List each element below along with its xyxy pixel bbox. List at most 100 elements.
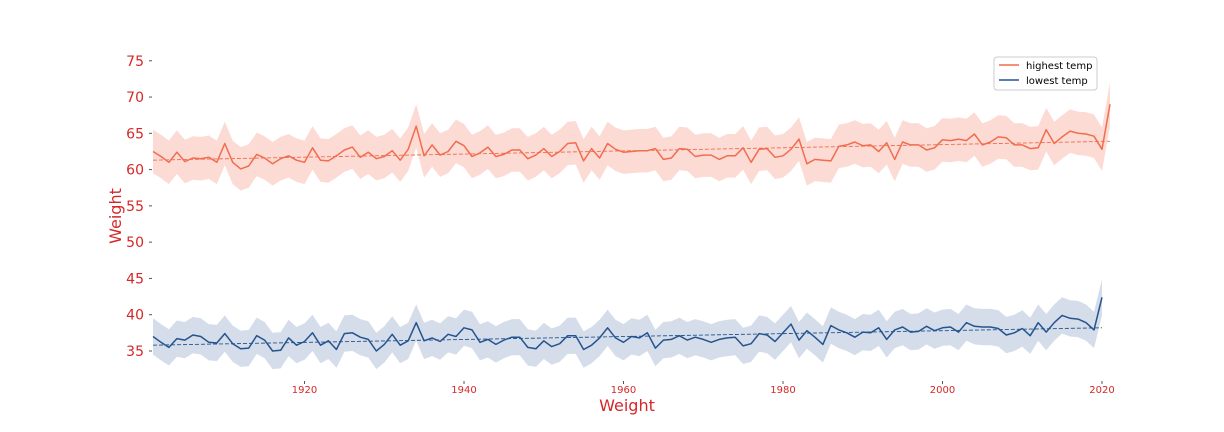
point-lowest-temp-1990	[862, 331, 864, 333]
point-highest-temp-1924	[336, 155, 338, 157]
point-lowest-temp-1906	[192, 334, 194, 336]
series-lines	[152, 104, 1111, 352]
point-lowest-temp-1939	[455, 336, 457, 338]
point-highest-temp-1947	[519, 149, 521, 151]
point-lowest-temp-1940	[463, 327, 465, 329]
point-lowest-temp-1924	[336, 349, 338, 351]
point-highest-temp-1915	[264, 157, 266, 159]
point-highest-temp-1977	[758, 149, 760, 151]
point-lowest-temp-1904	[176, 338, 178, 340]
point-lowest-temp-1995	[902, 326, 904, 328]
point-highest-temp-1941	[471, 156, 473, 158]
point-lowest-temp-1932	[399, 344, 401, 346]
point-lowest-temp-2020	[1101, 297, 1103, 299]
point-lowest-temp-1952	[559, 343, 561, 345]
point-lowest-temp-2019	[1093, 329, 1095, 331]
point-highest-temp-1957	[599, 157, 601, 159]
point-lowest-temp-2000	[942, 327, 944, 329]
point-highest-temp-2007	[998, 136, 1000, 138]
trend-line-lowest-temp	[152, 327, 1103, 346]
point-highest-temp-1943	[487, 146, 489, 148]
point-lowest-temp-1914	[256, 335, 258, 337]
point-highest-temp-1986	[830, 160, 832, 162]
point-lowest-temp-1996	[910, 331, 912, 333]
point-lowest-temp-2012	[1037, 322, 1039, 324]
point-lowest-temp-1976	[750, 343, 752, 345]
point-lowest-temp-2002	[958, 331, 960, 333]
point-highest-temp-1904	[176, 151, 178, 153]
point-highest-temp-1963	[647, 150, 649, 152]
point-lowest-temp-1989	[854, 336, 856, 338]
point-highest-temp-1937	[439, 154, 441, 156]
point-highest-temp-2015	[1061, 136, 1063, 138]
point-lowest-temp-1994	[894, 329, 896, 331]
point-highest-temp-1932	[399, 159, 401, 161]
point-lowest-temp-1979	[774, 341, 776, 343]
point-highest-temp-1911	[232, 162, 234, 164]
x-tick-label-2020: 2020	[1089, 385, 1114, 396]
point-lowest-temp-1999	[934, 330, 936, 332]
point-highest-temp-1971	[710, 154, 712, 156]
point-highest-temp-1930	[384, 156, 386, 158]
point-highest-temp-1917	[280, 158, 282, 160]
point-lowest-temp-1928	[368, 339, 370, 341]
point-lowest-temp-1913	[248, 347, 250, 349]
point-highest-temp-1997	[918, 144, 920, 146]
point-lowest-temp-1985	[822, 344, 824, 346]
point-lowest-temp-1958	[607, 327, 609, 329]
confidence-bands	[153, 82, 1110, 370]
point-highest-temp-1956	[591, 148, 593, 150]
point-highest-temp-1902	[160, 156, 162, 158]
point-highest-temp-1939	[455, 141, 457, 143]
y-tick-label-35: 35	[126, 344, 144, 360]
point-lowest-temp-1977	[758, 333, 760, 335]
y-tick-label-75: 75	[126, 54, 144, 70]
point-highest-temp-1925	[344, 149, 346, 151]
point-highest-temp-1978	[766, 148, 768, 150]
point-lowest-temp-1970	[703, 339, 705, 341]
point-lowest-temp-1965	[663, 339, 665, 341]
legend: highest temp lowest temp	[993, 56, 1098, 91]
point-highest-temp-2012	[1037, 147, 1039, 149]
point-lowest-temp-1929	[376, 350, 378, 352]
point-lowest-temp-2017	[1077, 318, 1079, 320]
point-highest-temp-1948	[527, 158, 529, 160]
point-lowest-temp-1944	[495, 344, 497, 346]
point-lowest-temp-1954	[575, 335, 577, 337]
point-highest-temp-1970	[703, 154, 705, 156]
point-highest-temp-1907	[200, 158, 202, 160]
point-lowest-temp-1907	[200, 336, 202, 338]
point-highest-temp-1927	[360, 157, 362, 159]
point-lowest-temp-1902	[160, 342, 162, 344]
point-lowest-temp-1922	[320, 344, 322, 346]
point-lowest-temp-1946	[511, 336, 513, 338]
x-tick-label-1980: 1980	[770, 385, 795, 396]
point-highest-temp-1919	[296, 159, 298, 161]
point-highest-temp-1972	[718, 159, 720, 161]
point-lowest-temp-1950	[543, 340, 545, 342]
point-highest-temp-1913	[248, 165, 250, 167]
point-lowest-temp-1983	[806, 330, 808, 332]
y-tick-label-50: 50	[126, 235, 144, 251]
point-lowest-temp-1951	[551, 346, 553, 348]
point-lowest-temp-1912	[240, 348, 242, 350]
point-highest-temp-1960	[623, 151, 625, 153]
point-highest-temp-1989	[854, 141, 856, 143]
point-highest-temp-1944	[495, 156, 497, 158]
point-lowest-temp-1903	[168, 347, 170, 349]
point-highest-temp-1958	[607, 143, 609, 145]
point-highest-temp-1999	[934, 147, 936, 149]
point-lowest-temp-1963	[647, 332, 649, 334]
point-lowest-temp-1948	[527, 347, 529, 349]
point-highest-temp-1929	[376, 158, 378, 160]
band-lowest-temp	[153, 279, 1102, 370]
point-lowest-temp-1962	[639, 337, 641, 339]
point-lowest-temp-1984	[814, 336, 816, 338]
series-line-highest-temp	[152, 104, 1111, 170]
point-highest-temp-1914	[256, 154, 258, 156]
point-highest-temp-1916	[272, 163, 274, 165]
trend-lines	[152, 140, 1110, 346]
point-highest-temp-2011	[1029, 148, 1031, 150]
point-highest-temp-1987	[838, 146, 840, 148]
point-highest-temp-1936	[431, 144, 433, 146]
